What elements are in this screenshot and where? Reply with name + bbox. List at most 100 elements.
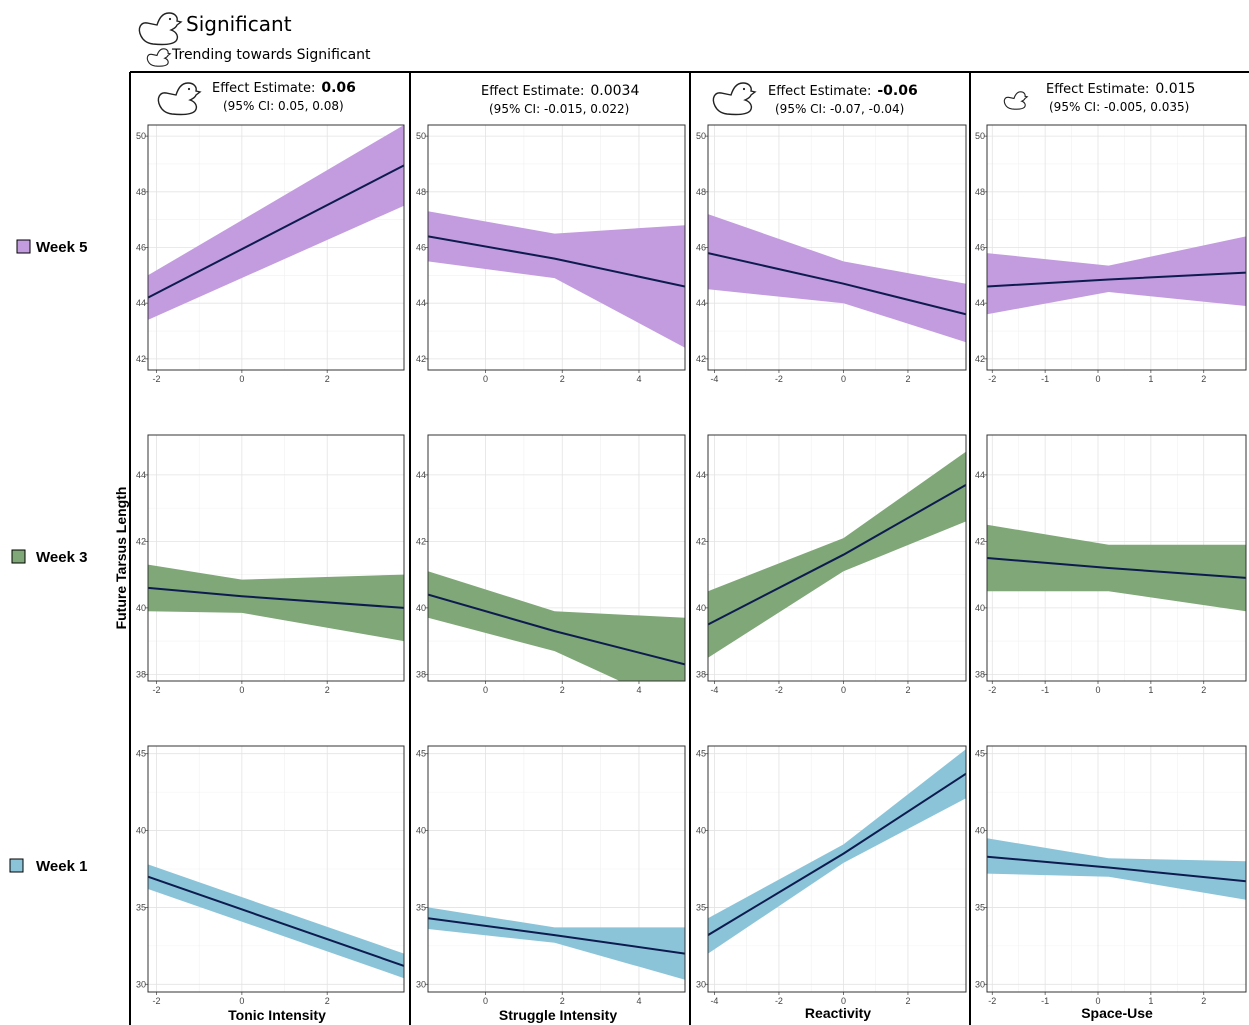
x-tick-label: -2: [153, 996, 161, 1006]
confidence-interval: (95% CI: -0.07, -0.04): [775, 102, 904, 116]
x-tick-label: 2: [1201, 374, 1206, 384]
confidence-band: [428, 907, 685, 980]
fit-line: [428, 235, 685, 288]
svg-text:Effect Estimate:0.0034: Effect Estimate: 0.0034: [481, 83, 639, 99]
panel-week-3-space-use: 38 40 42 44 -2 -1 0 1 2: [975, 434, 1247, 695]
panel-border: [147, 745, 405, 993]
y-tick-label: 35: [696, 902, 706, 912]
fit-line: [148, 164, 404, 299]
x-tick-label: 1: [1148, 685, 1153, 695]
duck-large-icon: [157, 82, 202, 116]
panel-border: [147, 124, 405, 371]
legend: Significant Trending towards Significant: [138, 12, 371, 67]
x-tick-label: -2: [775, 685, 783, 695]
duck-small-icon: [1003, 91, 1029, 110]
fit-line: [708, 252, 966, 316]
confidence-interval: (95% CI: -0.015, 0.022): [489, 102, 629, 116]
y-tick-label: 48: [416, 187, 426, 197]
panel-week-5-reactivity: 42 44 46 48 50 -4 -2 0 2: [696, 124, 967, 384]
y-tick-label: 50: [416, 131, 426, 141]
duck-small-icon: [146, 48, 172, 67]
y-tick-label: 40: [416, 603, 426, 613]
panel-border: [427, 745, 686, 993]
confidence-band: [428, 211, 685, 348]
row-swatch: [9, 858, 24, 873]
y-tick-label: 38: [136, 669, 146, 679]
x-tick-label: 0: [483, 685, 488, 695]
panel-border: [707, 124, 967, 371]
y-tick-label: 42: [696, 354, 706, 364]
row-label: Week 5: [36, 239, 87, 256]
x-axis-label-space-use: Space-Use: [1081, 1005, 1153, 1021]
y-tick-label: 42: [416, 536, 426, 546]
column-header-1: Effect Estimate: 0.06 (95% CI: 0.05, 0.08…: [157, 80, 356, 116]
panel-week-5-tonic-intensity: 42 44 46 48 50 -2 0 2: [136, 124, 405, 384]
y-tick-label: 38: [975, 669, 985, 679]
svg-text:Effect Estimate:0.06: Effect Estimate: 0.06: [212, 80, 356, 96]
confidence-band: [428, 571, 685, 681]
column-header-3: Effect Estimate: -0.06 (95% CI: -0.07, -0…: [712, 82, 918, 116]
x-tick-label: 2: [905, 996, 910, 1006]
y-tick-label: 42: [136, 536, 146, 546]
y-tick-label: 48: [136, 187, 146, 197]
panel-week-3-struggle-intensity: 38 40 42 44 0 2 4: [416, 434, 686, 695]
panel-border: [986, 434, 1247, 682]
duck-large-icon: [712, 82, 757, 116]
x-tick-label: 2: [325, 374, 330, 384]
y-tick-label: 45: [136, 749, 146, 759]
effect-label: Effect Estimate:: [481, 84, 584, 99]
x-tick-label: 0: [841, 685, 846, 695]
y-tick-label: 50: [136, 131, 146, 141]
y-tick-label: 42: [136, 354, 146, 364]
row-label: Week 3: [36, 549, 87, 566]
row-key-week-1: Week 1: [9, 858, 87, 875]
x-tick-label: 2: [560, 996, 565, 1006]
panel-week-3-reactivity: 38 40 42 44 -4 -2 0 2: [696, 434, 967, 695]
x-axis-label-reactivity: Reactivity: [805, 1005, 871, 1021]
x-tick-label: 2: [560, 374, 565, 384]
y-tick-label: 40: [696, 603, 706, 613]
x-tick-label: -1: [1041, 685, 1049, 695]
y-tick-label: 38: [696, 669, 706, 679]
panel-week-1-space-use: 30 35 40 45 -2 -1 0 1 2: [975, 745, 1247, 1006]
panel-border: [707, 745, 967, 993]
fit-line: [987, 271, 1246, 288]
x-tick-label: 1: [1148, 374, 1153, 384]
y-tick-label: 48: [975, 187, 985, 197]
y-tick-label: 46: [696, 243, 706, 253]
row-label: Week 1: [36, 858, 87, 875]
confidence-band: [148, 125, 404, 320]
confidence-band: [708, 451, 966, 658]
y-tick-label: 48: [696, 187, 706, 197]
y-tick-label: 45: [416, 749, 426, 759]
panel-border: [707, 434, 967, 682]
confidence-band: [708, 214, 966, 343]
effect-label: Effect Estimate:: [212, 81, 315, 96]
x-tick-label: 2: [1201, 996, 1206, 1006]
x-tick-label: -4: [710, 996, 718, 1006]
panel-border: [427, 124, 686, 371]
y-tick-label: 44: [416, 470, 426, 480]
x-tick-label: 2: [325, 685, 330, 695]
x-tick-label: -4: [710, 685, 718, 695]
x-tick-label: 0: [239, 685, 244, 695]
panel-border: [986, 745, 1247, 993]
y-tick-label: 46: [136, 243, 146, 253]
legend-significant-label: Significant: [186, 12, 292, 36]
panel-background: [148, 435, 404, 681]
y-tick-label: 40: [416, 826, 426, 836]
x-tick-label: 0: [841, 374, 846, 384]
x-tick-label: 4: [636, 685, 641, 695]
panel-week-1-reactivity: 30 35 40 45 -4 -2 0 2: [696, 745, 967, 1006]
y-tick-label: 38: [416, 669, 426, 679]
y-tick-label: 44: [975, 298, 985, 308]
row-swatch: [16, 239, 31, 254]
legend-trending-label: Trending towards Significant: [171, 47, 371, 63]
x-tick-label: 0: [1095, 996, 1100, 1006]
row-legend: Week 5 Week 3 Week 1: [9, 239, 87, 875]
y-tick-label: 46: [416, 243, 426, 253]
confidence-band: [148, 564, 404, 642]
x-tick-label: -2: [153, 685, 161, 695]
y-tick-label: 42: [416, 354, 426, 364]
